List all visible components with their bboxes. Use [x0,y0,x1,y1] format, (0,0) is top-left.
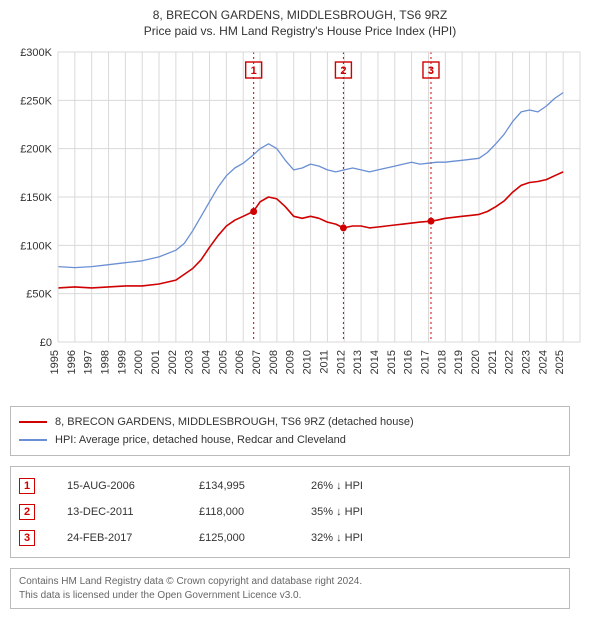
svg-text:2021: 2021 [487,350,499,374]
svg-text:£200K: £200K [20,144,52,156]
footer-attribution: Contains HM Land Registry data © Crown c… [10,568,570,609]
svg-text:2020: 2020 [470,350,482,374]
svg-text:2009: 2009 [285,350,297,374]
svg-text:£300K: £300K [20,47,52,59]
table-row: 2 13-DEC-2011 £118,000 35% ↓ HPI [19,499,561,525]
svg-text:2019: 2019 [453,350,465,374]
legend: 8, BRECON GARDENS, MIDDLESBROUGH, TS6 9R… [10,406,570,456]
titles: 8, BRECON GARDENS, MIDDLESBROUGH, TS6 9R… [10,8,590,38]
svg-text:2025: 2025 [554,350,566,374]
svg-text:3: 3 [428,65,434,77]
legend-item: 8, BRECON GARDENS, MIDDLESBROUGH, TS6 9R… [19,413,561,431]
svg-text:2008: 2008 [268,350,280,374]
chart-container: 8, BRECON GARDENS, MIDDLESBROUGH, TS6 9R… [0,0,600,619]
sale-price: £134,995 [199,480,279,492]
table-row: 1 15-AUG-2006 £134,995 26% ↓ HPI [19,473,561,499]
legend-swatch [19,439,47,441]
svg-text:2000: 2000 [133,350,145,374]
svg-text:2022: 2022 [504,350,516,374]
svg-text:2014: 2014 [369,350,381,374]
svg-text:2017: 2017 [419,350,431,374]
svg-text:2010: 2010 [302,350,314,374]
svg-text:1: 1 [251,65,257,77]
svg-text:2004: 2004 [201,350,213,374]
svg-text:£50K: £50K [26,289,52,301]
legend-swatch [19,421,47,423]
sale-delta: 35% ↓ HPI [311,506,411,518]
sale-date: 24-FEB-2017 [67,532,167,544]
title-address: 8, BRECON GARDENS, MIDDLESBROUGH, TS6 9R… [10,8,590,22]
sale-price: £118,000 [199,506,279,518]
svg-text:2005: 2005 [217,350,229,374]
svg-text:2002: 2002 [167,350,179,374]
table-row: 3 24-FEB-2017 £125,000 32% ↓ HPI [19,525,561,551]
footer-line: This data is licensed under the Open Gov… [19,589,561,603]
svg-text:£150K: £150K [20,192,52,204]
svg-text:1997: 1997 [83,350,95,374]
sales-table: 1 15-AUG-2006 £134,995 26% ↓ HPI 2 13-DE… [10,466,570,558]
chart-area: £0 £50K £100K £150K £200K £250K £300K 1995 1996 1… [10,46,590,396]
legend-label: HPI: Average price, detached house, Redc… [55,434,346,446]
svg-text:£100K: £100K [20,240,52,252]
sale-delta: 32% ↓ HPI [311,532,411,544]
chart-svg: £0 £50K £100K £150K £200K £250K £300K 1995 1996 1… [10,46,590,396]
svg-text:2007: 2007 [251,350,263,374]
svg-text:1998: 1998 [100,350,112,374]
svg-text:2016: 2016 [403,350,415,374]
sale-marker-icon: 3 [19,530,35,546]
svg-text:1995: 1995 [49,350,61,374]
svg-text:2001: 2001 [150,350,162,374]
svg-text:2012: 2012 [335,350,347,374]
sale-price: £125,000 [199,532,279,544]
svg-text:2013: 2013 [352,350,364,374]
svg-text:£250K: £250K [20,95,52,107]
sale-delta: 26% ↓ HPI [311,480,411,492]
svg-text:2023: 2023 [520,350,532,374]
sale-marker-icon: 2 [19,504,35,520]
svg-text:£0: £0 [40,337,52,349]
sale-marker-icon: 1 [19,478,35,494]
svg-text:1999: 1999 [116,350,128,374]
footer-line: Contains HM Land Registry data © Crown c… [19,575,561,589]
svg-text:2015: 2015 [386,350,398,374]
svg-text:2: 2 [340,65,346,77]
svg-text:2006: 2006 [234,350,246,374]
legend-item: HPI: Average price, detached house, Redc… [19,431,561,449]
svg-text:2018: 2018 [436,350,448,374]
sale-date: 13-DEC-2011 [67,506,167,518]
svg-text:2011: 2011 [318,350,330,374]
legend-label: 8, BRECON GARDENS, MIDDLESBROUGH, TS6 9R… [55,416,414,428]
title-subtitle: Price paid vs. HM Land Registry's House … [10,24,590,38]
svg-text:2003: 2003 [184,350,196,374]
sale-date: 15-AUG-2006 [67,480,167,492]
svg-text:2024: 2024 [537,350,549,374]
svg-text:1996: 1996 [66,350,78,374]
